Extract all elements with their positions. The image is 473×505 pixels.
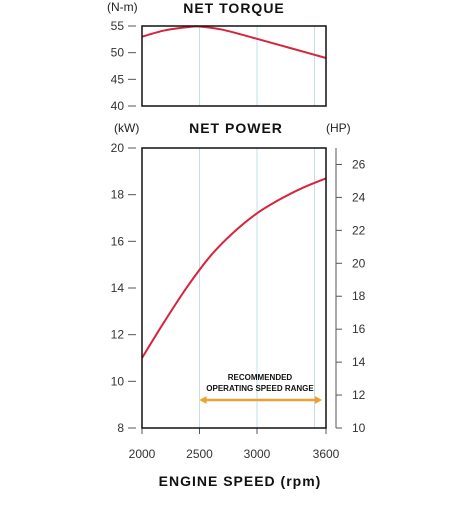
x-axis-label: ENGINE SPEED (rpm) (159, 473, 322, 489)
power-unit-label-hp: (HP) (326, 121, 351, 135)
torque-series-line (141, 25, 327, 59)
power-ytick-label-hp: 26 (352, 157, 366, 171)
power-ytick-label-kw: 8 (117, 421, 124, 435)
torque-ytick-label: 55 (111, 19, 125, 33)
power-series-line (141, 177, 327, 359)
power-ytick-label-kw: 18 (111, 188, 125, 202)
torque-ytick-label: 50 (111, 46, 125, 60)
range-note-line2: OPERATING SPEED RANGE (206, 384, 314, 393)
power-ytick-label-hp: 14 (352, 355, 366, 369)
torque-title: NET TORQUE (183, 0, 285, 16)
power-xtick-label: 3600 (313, 447, 340, 461)
power-ytick-label-hp: 10 (352, 421, 366, 435)
power-ytick-label-kw: 10 (111, 374, 125, 388)
power-ytick-label-hp: 18 (352, 289, 366, 303)
power-panel: NET POWER (kW) (HP) 8 10 12 14 16 18 20 10 12 14… (111, 120, 366, 489)
power-ytick-label-hp: 24 (352, 190, 366, 204)
range-arrow-head-left (199, 396, 207, 404)
power-ytick-label-hp: 12 (352, 388, 366, 402)
power-unit-label-kw: (kW) (114, 121, 139, 135)
torque-panel: NET TORQUE (N-m) 40 45 50 55 (107, 0, 327, 113)
power-ytick-label-kw: 14 (111, 281, 125, 295)
torque-plot-frame (141, 25, 327, 107)
torque-ytick-label: 45 (111, 72, 125, 86)
power-ytick-label-kw: 16 (111, 234, 125, 248)
power-ytick-label-hp: 22 (352, 223, 366, 237)
power-ytick-label-kw: 12 (111, 328, 125, 342)
power-xtick-label: 3000 (244, 447, 271, 461)
power-xtick-label: 2000 (129, 447, 156, 461)
power-title: NET POWER (189, 120, 283, 136)
power-ytick-label-kw: 20 (111, 141, 125, 155)
range-note-line1: RECOMMENDED (228, 373, 293, 382)
power-ytick-label-hp: 16 (352, 322, 366, 336)
power-plot-frame (141, 147, 327, 429)
torque-unit-label: (N-m) (107, 0, 138, 14)
range-arrow-head-right (315, 396, 322, 404)
torque-ytick-label: 40 (111, 99, 125, 113)
power-ytick-label-hp: 20 (352, 256, 366, 270)
power-xtick-label: 2500 (186, 447, 213, 461)
operating-range-arrow (199, 396, 322, 404)
